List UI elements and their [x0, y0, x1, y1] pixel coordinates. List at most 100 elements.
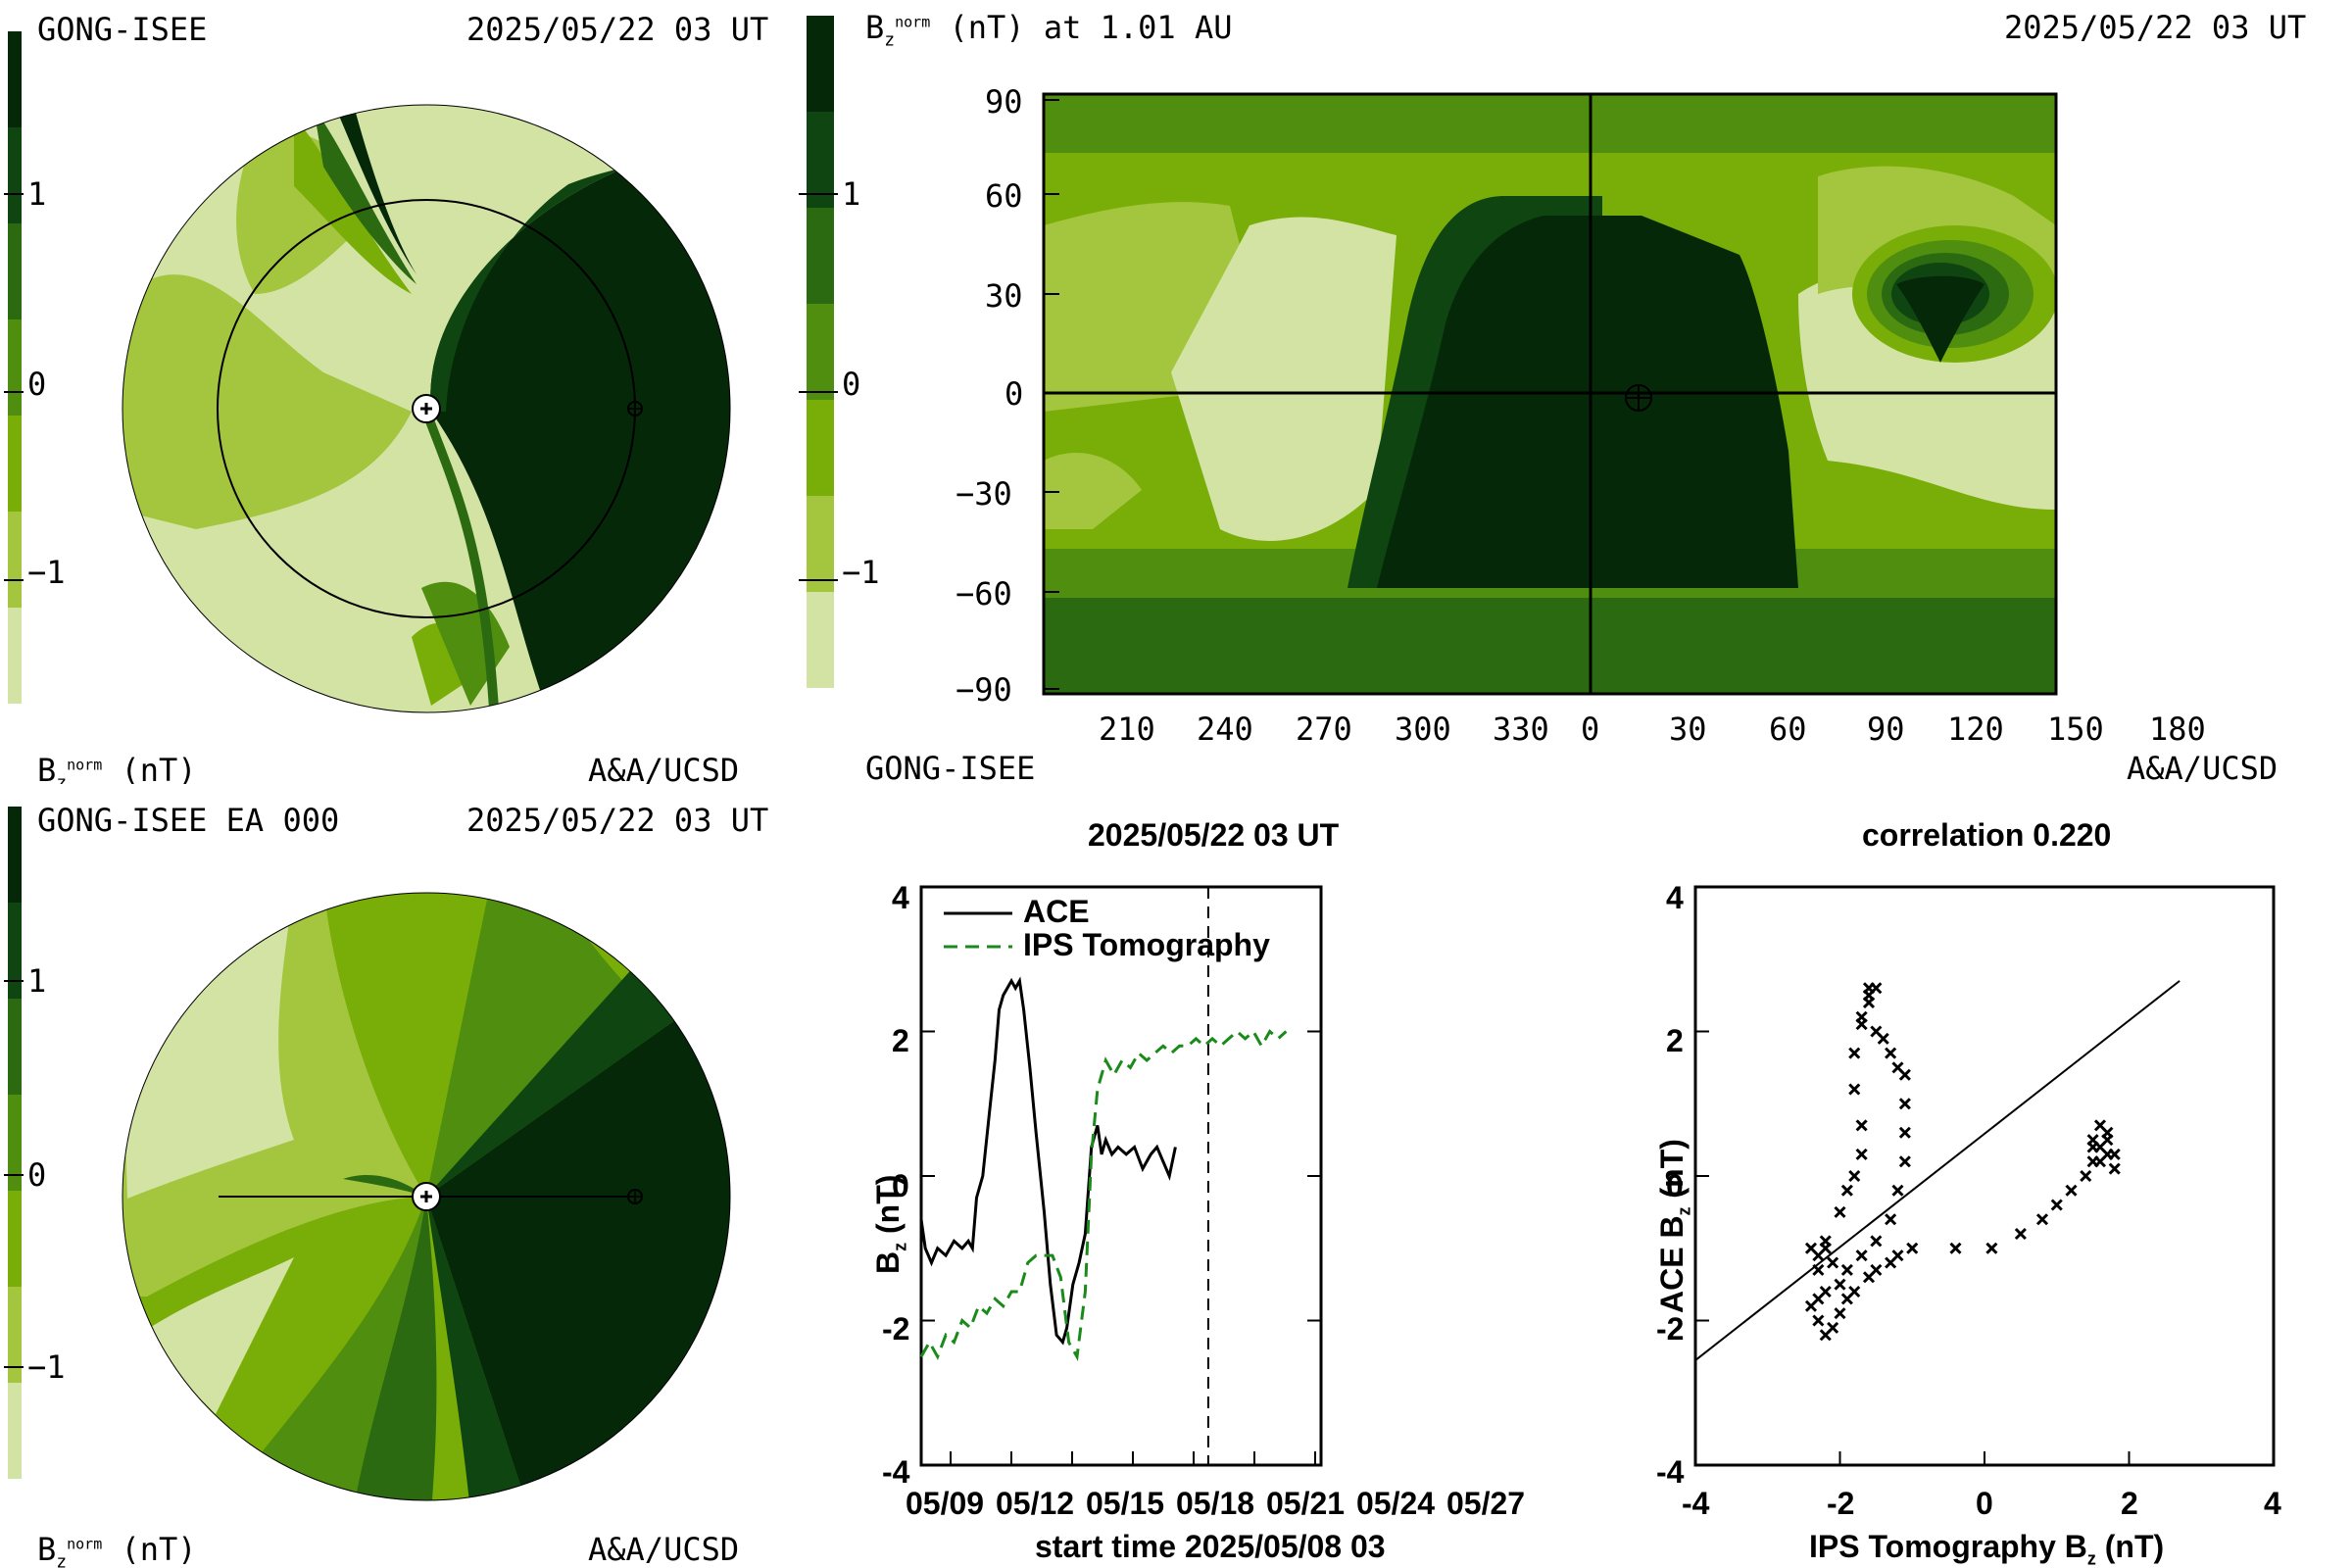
bz-contour-map — [1044, 94, 2056, 694]
colorbar-tick-0: 0 — [842, 366, 861, 403]
scatter-point — [2035, 1213, 2049, 1226]
x-tick-label: 90 — [1867, 710, 1905, 748]
y-tick-label: −30 — [956, 475, 1012, 513]
x-tick-label: 180 — [2149, 710, 2206, 748]
earth-marker — [627, 401, 643, 416]
x-tick-label: -2 — [1827, 1486, 1855, 1521]
y-tick-label: -2 — [882, 1311, 910, 1347]
credit-label: A&A/UCSD — [2127, 750, 2278, 784]
scatter-point — [2014, 1227, 2027, 1241]
colorbar — [4, 31, 24, 704]
x-tick-label: 0 — [1581, 710, 1600, 748]
scatter-point — [1812, 1263, 1825, 1276]
x-tick-label: 05/24 — [1356, 1486, 1436, 1521]
scatter-point — [1898, 1068, 1911, 1081]
scatter-point — [1898, 1126, 1911, 1139]
x-tick-label: 05/18 — [1176, 1486, 1255, 1521]
latlon-map-svg — [799, 16, 2058, 696]
timestamp: 2025/05/22 03 UT — [466, 802, 769, 839]
x-tick-label: 0 — [1976, 1486, 1993, 1521]
source-label: GONG-ISEE — [865, 750, 1036, 784]
scatter-point — [1827, 1321, 1839, 1334]
x-axis-label: start time 2025/05/08 03 — [1035, 1529, 1386, 1564]
x-tick-label: 05/12 — [996, 1486, 1075, 1521]
credit-label: A&A/UCSD — [588, 752, 740, 784]
scatter-point — [1812, 1293, 1825, 1305]
x-tick-label: 05/09 — [906, 1486, 985, 1521]
polar-view-2-svg — [4, 807, 731, 1501]
x-tick-label: -4 — [1682, 1486, 1710, 1521]
scatter-point — [2086, 1134, 2099, 1147]
y-tick-label: 4 — [1666, 880, 1684, 915]
scatter-panel: correlation 0.220 IPS Tomography Bz (nT)… — [1578, 794, 2352, 1568]
timeseries-panel: 2025/05/22 03 UT start time 2025/05/08 0… — [804, 794, 1568, 1568]
y-tick-label: 2 — [892, 1023, 909, 1058]
series-line-ips — [919, 1029, 1288, 1362]
x-tick-label: 2 — [2121, 1486, 2138, 1521]
y-tick-label: 0 — [1004, 375, 1024, 413]
scatter-point — [1848, 1169, 1861, 1183]
source-label: GONG-ISEE EA 000 — [37, 802, 340, 839]
scatter-point — [2093, 1155, 2107, 1168]
scatter-point — [1848, 1047, 1861, 1059]
y-tick-label: 0 — [892, 1168, 909, 1203]
y-tick-label: 90 — [985, 83, 1023, 121]
colorbar-tick-1: 1 — [842, 175, 861, 213]
colorbar-tick-neg1: −1 — [27, 554, 66, 591]
scatter-point — [1985, 1242, 1998, 1254]
x-tick-label: 05/15 — [1086, 1486, 1165, 1521]
earth-marker — [1625, 384, 1652, 412]
scatter-point — [1855, 1148, 1868, 1160]
earth-marker — [627, 1189, 643, 1204]
colorbar — [4, 807, 24, 1479]
scatter-point — [1885, 1047, 1897, 1059]
x-tick-label: 270 — [1296, 710, 1352, 748]
scatter-point — [1855, 1119, 1868, 1132]
scatter-point — [1877, 1032, 1889, 1045]
x-tick-label: 300 — [1395, 710, 1451, 748]
scatter-point — [2050, 1199, 2063, 1211]
y-tick-label: 0 — [1666, 1168, 1684, 1203]
scatter-point — [1848, 1285, 1861, 1298]
credit-label: A&A/UCSD — [588, 1531, 740, 1568]
colorbar — [799, 16, 838, 688]
scatter-point — [1949, 1242, 1962, 1254]
scatter-point — [1862, 989, 1876, 1002]
timestamp: 2025/05/22 03 UT — [466, 11, 769, 48]
plot-frame — [919, 885, 1323, 1467]
fit-line — [1694, 980, 2180, 1361]
timeseries-svg — [919, 885, 1323, 1467]
scatter-point — [1855, 1010, 1868, 1023]
x-tick-label: 150 — [2047, 710, 2104, 748]
y-tick-label: −90 — [956, 671, 1012, 709]
y-tick-label: -2 — [1656, 1311, 1685, 1347]
y-axis-ticks — [1044, 99, 1059, 690]
chart-title: correlation 0.220 — [1862, 817, 2112, 853]
x-tick-label: 210 — [1099, 710, 1155, 748]
colorbar-tick-1: 1 — [27, 962, 47, 1000]
polar-view-meridional: GONG-ISEE EA 000 2025/05/22 03 UT 1 0 −1… — [0, 787, 784, 1568]
x-tick-label: 4 — [2264, 1486, 2281, 1521]
scatter-point — [1891, 1250, 1904, 1262]
x-tick-label: 05/27 — [1446, 1486, 1526, 1521]
y-tick-label: 30 — [985, 277, 1023, 315]
scatter-point — [1840, 1263, 1853, 1276]
x-tick-label: 120 — [1947, 710, 2004, 748]
scatter-point — [1834, 1278, 1846, 1291]
scatter-point — [1885, 1213, 1897, 1226]
colorbar-tick-0: 0 — [27, 1156, 47, 1194]
x-axis-label: IPS Tomography Bz (nT) — [1809, 1529, 2165, 1568]
y-tick-label: -4 — [1656, 1454, 1685, 1490]
plot-frame — [1693, 885, 2276, 1467]
colorbar-tick-0: 0 — [27, 366, 47, 403]
series-line-ace — [919, 976, 1177, 1346]
x-tick-label: 240 — [1197, 710, 1253, 748]
map-title: Bznorm (nT) at 1.01 AU — [865, 9, 1233, 51]
scatter-point — [1898, 1098, 1911, 1110]
scatter-point — [1834, 1205, 1846, 1218]
colorbar-unit-label: Bznorm (nT) — [37, 1531, 197, 1568]
scatter-point — [1812, 1314, 1825, 1327]
y-tick-label: −60 — [956, 575, 1012, 612]
y-tick-label: 2 — [1666, 1023, 1684, 1058]
colorbar-tick-neg1: −1 — [27, 1348, 66, 1386]
